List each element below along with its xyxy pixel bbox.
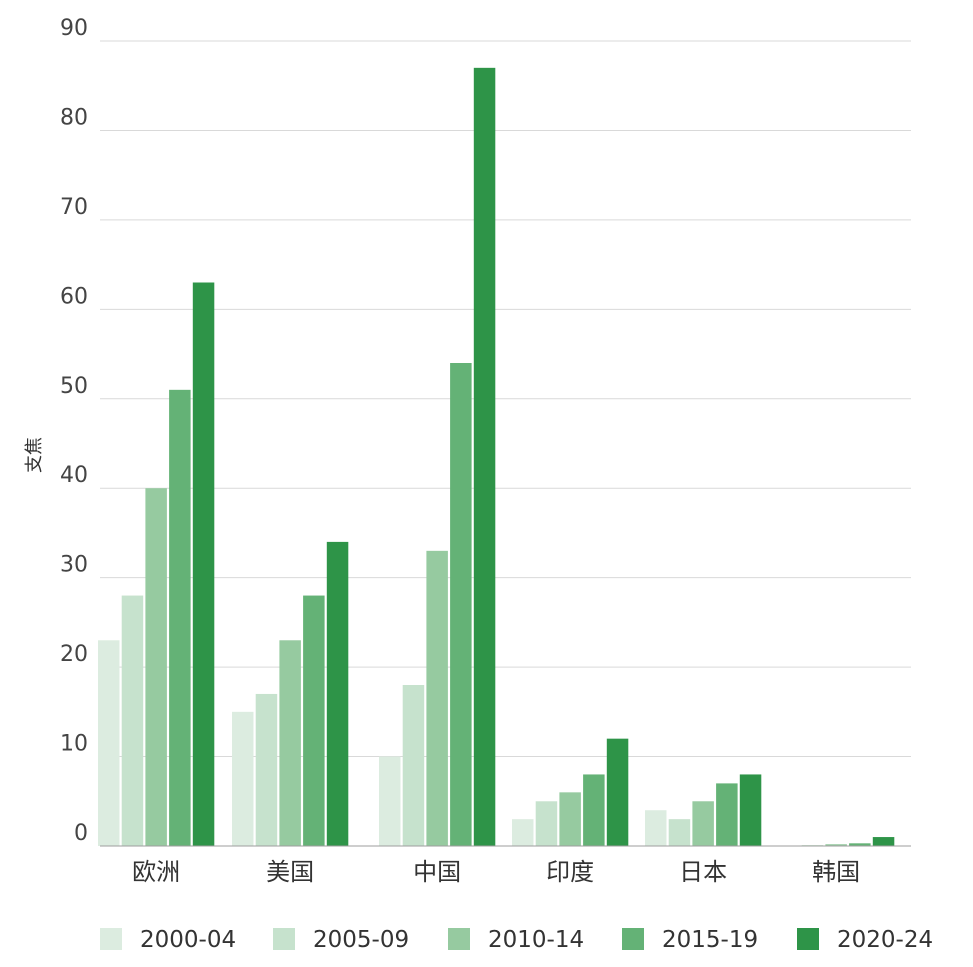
bar-2015-19-欧洲 xyxy=(169,389,191,846)
y-tick-label: 0 xyxy=(74,821,88,846)
y-tick-label: 20 xyxy=(60,642,88,667)
bar-2010-14-欧洲 xyxy=(145,488,167,846)
legend-swatch xyxy=(448,928,470,950)
bar-2005-09-印度 xyxy=(535,801,558,846)
bars xyxy=(98,67,895,847)
bar-2015-19-中国 xyxy=(450,363,472,846)
bar-2020-24-美国 xyxy=(326,541,349,846)
y-tick-label: 10 xyxy=(60,732,88,757)
legend-item: 2005-09 xyxy=(273,927,409,953)
bar-2000-04-印度 xyxy=(512,819,534,846)
legend-label: 2020-24 xyxy=(837,927,933,953)
legend-label: 2015-19 xyxy=(662,927,758,953)
legend-item: 2010-14 xyxy=(448,927,584,953)
bar-2000-04-日本 xyxy=(645,810,667,846)
y-tick-label: 50 xyxy=(60,374,88,399)
bar-2010-14-美国 xyxy=(279,640,301,846)
y-tick-label: 80 xyxy=(60,105,88,130)
bar-2020-24-中国 xyxy=(473,67,496,847)
x-category-label: 印度 xyxy=(546,858,594,886)
legend: 2000-04 2005-09 2010-14 2015-19 2020-24 xyxy=(100,927,933,953)
x-category-label: 中国 xyxy=(413,858,461,886)
x-category-label: 欧洲 xyxy=(132,858,180,886)
y-axis-tick-labels: 0 10 20 30 40 50 60 70 80 90 xyxy=(60,16,88,846)
bar-2020-24-欧洲 xyxy=(192,282,215,846)
legend-swatch xyxy=(622,928,644,950)
x-category-label: 美国 xyxy=(266,858,314,886)
x-axis-category-labels: 欧洲 美国 中国 印度 日本 韩国 xyxy=(132,858,860,886)
bar-2010-14-日本 xyxy=(692,801,714,846)
y-tick-label: 30 xyxy=(60,553,88,578)
bar-2015-19-印度 xyxy=(583,774,605,846)
bar-2000-04-中国 xyxy=(379,756,401,846)
legend-label: 2005-09 xyxy=(313,927,409,953)
x-category-label: 日本 xyxy=(679,858,727,886)
x-category-label: 韩国 xyxy=(812,858,860,886)
legend-swatch xyxy=(273,928,295,950)
y-tick-label: 90 xyxy=(60,16,88,41)
bar-2005-09-日本 xyxy=(668,819,691,846)
bar-2000-04-欧洲 xyxy=(98,640,120,846)
bar-2020-24-印度 xyxy=(606,738,629,846)
legend-item: 2000-04 xyxy=(100,927,236,953)
y-tick-label: 40 xyxy=(60,463,88,488)
legend-item: 2015-19 xyxy=(622,927,758,953)
legend-label: 2000-04 xyxy=(140,927,236,953)
bar-2020-24-日本 xyxy=(739,774,762,846)
legend-swatch xyxy=(100,928,122,950)
legend-label: 2010-14 xyxy=(488,927,584,953)
bar-2010-14-中国 xyxy=(426,550,448,846)
y-axis-title: 支焦 xyxy=(24,437,45,473)
bar-2000-04-美国 xyxy=(232,711,254,846)
bar-2010-14-印度 xyxy=(559,792,581,846)
bar-2015-19-韩国 xyxy=(849,843,871,846)
bar-2005-09-美国 xyxy=(255,693,278,846)
bar-2005-09-中国 xyxy=(402,685,425,846)
bar-2015-19-日本 xyxy=(716,783,738,846)
bar-2015-19-美国 xyxy=(303,595,325,846)
legend-swatch xyxy=(797,928,819,950)
legend-item: 2020-24 xyxy=(797,927,933,953)
bar-2020-24-韩国 xyxy=(872,837,895,846)
y-tick-label: 60 xyxy=(60,284,88,309)
bar-2005-09-欧洲 xyxy=(121,595,144,846)
gridlines xyxy=(100,40,911,758)
y-tick-label: 70 xyxy=(60,195,88,220)
bar-2010-14-韩国 xyxy=(825,844,847,846)
